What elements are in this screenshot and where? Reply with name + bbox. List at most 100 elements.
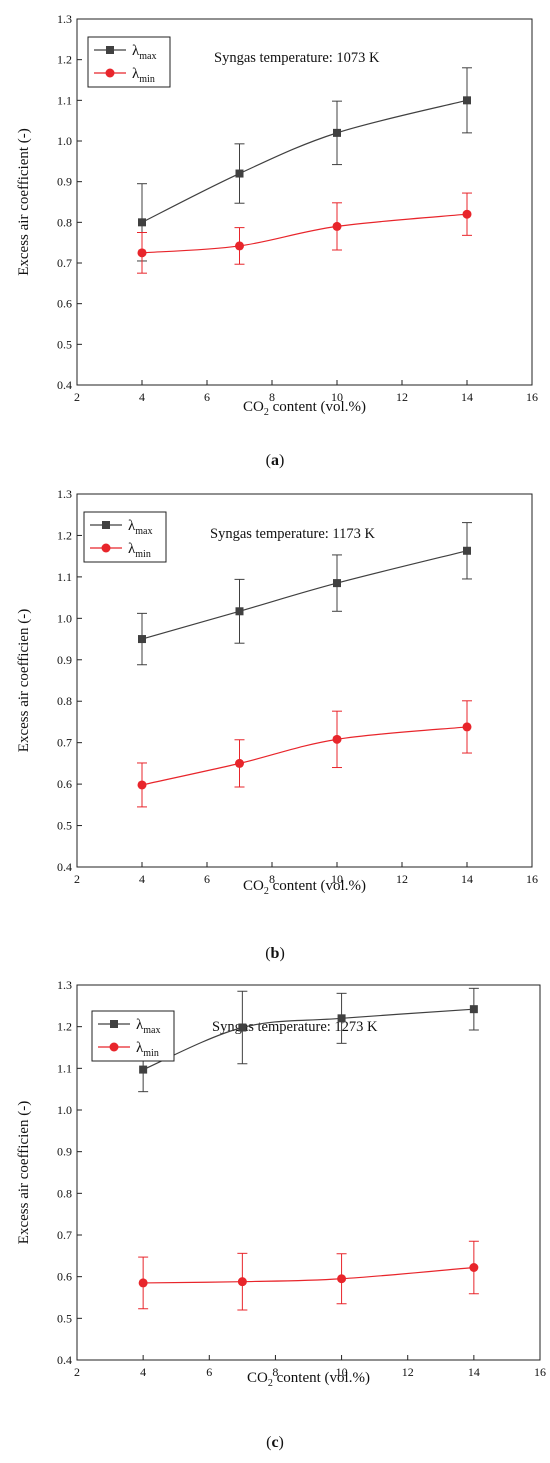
data-point-min xyxy=(138,1278,148,1288)
y-tick-label: 1.0 xyxy=(57,134,72,148)
legend-box xyxy=(91,1010,175,1062)
legend-marker xyxy=(110,1020,118,1028)
data-point-min xyxy=(337,1274,347,1284)
data-point-max xyxy=(139,1065,148,1074)
x-tick-label: 10 xyxy=(331,872,343,886)
y-tick-label: 0.4 xyxy=(57,1353,72,1367)
data-point-max xyxy=(463,546,471,555)
x-tick-label: 6 xyxy=(204,390,210,404)
legend-label: λmin xyxy=(136,1040,159,1059)
series-line-min xyxy=(143,1266,474,1284)
data-point-max xyxy=(469,1005,478,1014)
legend-label: λmin xyxy=(132,66,155,85)
y-tick-label: 1.2 xyxy=(57,1020,72,1034)
x-tick-label: 16 xyxy=(526,872,538,886)
y-tick-label: 1.1 xyxy=(57,570,72,584)
data-point-max xyxy=(333,579,341,588)
y-tick-label: 0.9 xyxy=(57,175,72,189)
plot-frame xyxy=(76,984,541,1361)
x-tick-label: 14 xyxy=(468,1365,480,1379)
data-point-max xyxy=(138,635,146,644)
x-tick-label: 14 xyxy=(461,872,473,886)
legend-marker xyxy=(101,543,111,553)
series-line-max xyxy=(142,1008,474,1071)
y-tick-label: 0.5 xyxy=(57,337,72,351)
x-tick-label: 4 xyxy=(140,1365,146,1379)
y-tick-label: 1.2 xyxy=(57,53,72,67)
data-point-max xyxy=(235,169,244,178)
y-tick-label: 1.1 xyxy=(57,1061,72,1075)
chart-panel-b: 0.4 0.5 0.6 0.7 0.8 0.9 1.0 1.1 1.2 1.3 2 4 6 8 10 12 14… xyxy=(16,487,538,962)
y-axis-label: Excess air coefficient (-) xyxy=(16,128,32,276)
x-tick-label: 14 xyxy=(461,390,473,404)
panel-caption: (b) xyxy=(265,945,285,962)
legend-marker xyxy=(109,1042,119,1052)
y-tick-label: 1.3 xyxy=(57,487,72,501)
data-point-max xyxy=(463,96,471,105)
data-point-min xyxy=(137,248,147,258)
y-axis-label: Excess air coefficien (-) xyxy=(16,609,32,752)
temperature-annotation: Syngas temperature: 1273 K xyxy=(212,1019,378,1035)
data-point-min xyxy=(462,209,472,219)
x-axis-label: CO2 content (vol.%) xyxy=(243,399,366,418)
data-point-min xyxy=(462,722,472,732)
x-tick-label: 8 xyxy=(269,390,275,404)
legend-label: λmax xyxy=(136,1017,161,1036)
chart-panel-a: 0.4 0.5 0.6 0.7 0.8 0.9 1.0 1.1 1.2 1.3 2 4 6 8 10 12 14… xyxy=(16,12,538,469)
x-tick-label: 16 xyxy=(534,1365,546,1379)
legend-marker xyxy=(105,68,115,78)
y-tick-label: 0.6 xyxy=(57,777,72,791)
y-tick-label: 0.9 xyxy=(57,653,72,667)
x-tick-label: 8 xyxy=(272,1365,278,1379)
plot-frame xyxy=(76,493,533,868)
x-tick-label: 2 xyxy=(74,390,80,404)
data-point-min xyxy=(469,1263,479,1272)
x-tick-label: 6 xyxy=(206,1365,212,1379)
legend-label: λmax xyxy=(132,43,157,62)
x-tick-label: 8 xyxy=(269,872,275,886)
legend-marker xyxy=(106,46,114,54)
x-axis-label: CO2 content (vol.%) xyxy=(243,878,366,897)
series-line-min xyxy=(141,726,468,786)
plot-frame xyxy=(76,18,533,386)
y-axis-label: Excess air coefficien (-) xyxy=(16,1101,32,1244)
x-tick-label: 12 xyxy=(396,390,408,404)
data-point-max xyxy=(333,128,341,137)
data-point-min xyxy=(235,758,244,768)
legend-marker xyxy=(102,521,110,529)
series-line-max xyxy=(141,99,468,223)
legend: λmax λmin xyxy=(87,36,171,88)
y-tick-label: 1.3 xyxy=(57,12,72,26)
series-line-min xyxy=(141,213,468,254)
data-point-min xyxy=(332,221,342,231)
y-tick-label: 0.9 xyxy=(57,1145,72,1159)
data-point-min xyxy=(237,1277,247,1287)
series-line-max xyxy=(141,550,468,640)
panel-caption: (a) xyxy=(266,452,285,469)
y-tick-label: 0.8 xyxy=(57,694,72,708)
y-tick-label: 0.8 xyxy=(57,1186,72,1200)
y-tick-label: 0.5 xyxy=(57,1311,72,1325)
legend-box xyxy=(83,511,167,563)
y-tick-label: 0.6 xyxy=(57,297,72,311)
data-point-min xyxy=(235,241,244,251)
x-tick-label: 6 xyxy=(204,872,210,886)
data-point-max xyxy=(337,1014,346,1023)
data-point-min xyxy=(137,780,147,790)
y-tick-label: 0.6 xyxy=(57,1270,72,1284)
chart-panel-c: 0.4 0.5 0.6 0.7 0.8 0.9 1.0 1.1 1.2 1.3 2 4 6 8 10 12 14… xyxy=(16,978,546,1451)
x-axis-label: CO2 content (vol.%) xyxy=(247,1370,370,1389)
data-point-max xyxy=(238,1023,247,1032)
y-tick-label: 0.4 xyxy=(57,860,72,874)
y-tick-label: 0.5 xyxy=(57,819,72,833)
x-tick-label: 10 xyxy=(331,390,343,404)
x-tick-label: 2 xyxy=(74,872,80,886)
x-tick-label: 16 xyxy=(526,390,538,404)
temperature-annotation: Syngas temperature: 1073 K xyxy=(214,50,380,66)
y-tick-label: 1.0 xyxy=(57,1103,72,1117)
data-point-max xyxy=(235,607,244,616)
data-point-max xyxy=(138,218,146,227)
y-tick-label: 1.2 xyxy=(57,528,72,542)
legend-box xyxy=(87,36,171,88)
